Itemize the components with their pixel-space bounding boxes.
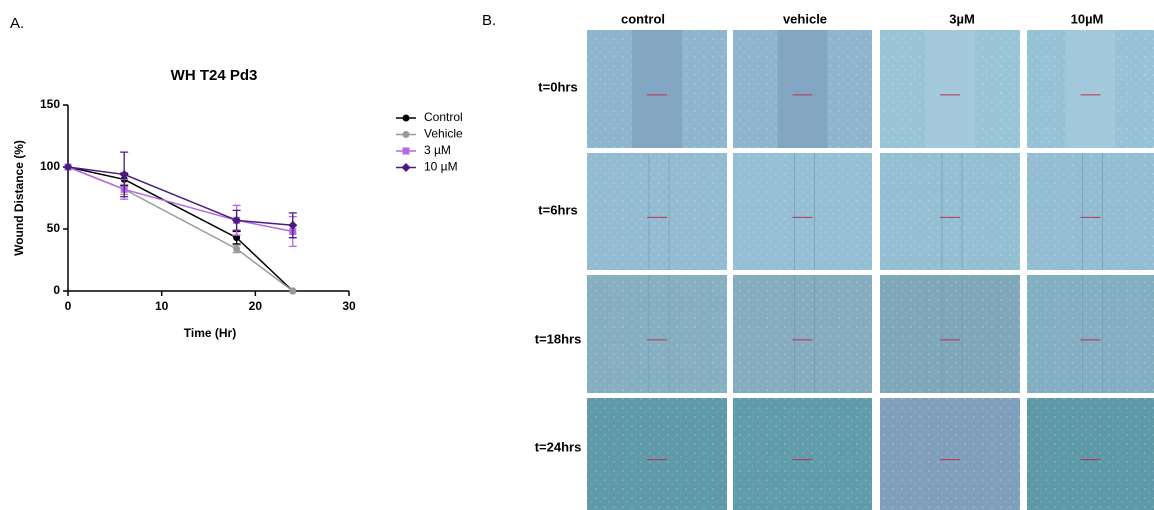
y-tick-label: 150 [40,97,60,111]
y-axis-label: Wound Distance (%) [12,140,26,256]
marker [403,131,410,138]
micrograph-texture [880,275,1020,393]
legend-label: Control [424,110,463,124]
y-tick-label: 100 [40,159,60,173]
row-header: t=6hrs [538,202,577,217]
page: {"panel_labels": ["A.", "B."], "chart_da… [0,0,1154,510]
micrograph-texture [880,153,1020,270]
scratch-gap [778,30,828,148]
y-tick-label: 0 [53,283,60,297]
figure: A. B. WH T24 Pd3 Time (Hr) Wound Distanc… [0,0,1154,510]
micrograph-texture [1027,398,1154,510]
row-header: t=24hrs [535,439,582,454]
column-header: 3µM [949,11,975,26]
x-tick-label: 0 [65,299,72,313]
legend-label: Vehicle [424,127,463,141]
marker [402,163,411,172]
row-header: t=0hrs [538,79,577,94]
x-tick-label: 20 [249,299,263,313]
panel-label: A. [10,15,24,32]
column-header: control [621,11,665,26]
micrograph-texture [1027,275,1154,393]
marker [403,115,410,122]
micrograph-texture [587,275,727,393]
marker [289,288,296,295]
micrograph-texture [587,398,727,510]
micrograph-texture [587,153,727,270]
micrograph-texture [733,398,872,510]
micrograph-texture [880,398,1020,510]
scratch-gap [1066,30,1116,148]
x-axis-label: Time (Hr) [184,326,236,340]
series-line [68,167,293,225]
y-tick-label: 50 [47,221,61,235]
marker [120,170,129,179]
scratch-gap [632,30,682,148]
scratch-gap [925,30,975,148]
column-header: 10µM [1071,11,1104,26]
legend-label: 10 µM [424,160,458,174]
micrograph-texture [1027,153,1154,270]
micrograph-texture [733,275,872,393]
column-header: vehicle [783,11,827,26]
legend-label: 3 µM [424,143,451,157]
row-header: t=18hrs [535,331,582,346]
series-line [68,167,293,291]
chart-title: WH T24 Pd3 [171,67,258,84]
x-tick-label: 10 [155,299,169,313]
panel-label: B. [482,12,496,29]
marker [403,148,410,155]
marker [233,245,240,252]
micrograph-texture [733,153,872,270]
series-line [68,167,293,291]
x-tick-label: 30 [342,299,356,313]
